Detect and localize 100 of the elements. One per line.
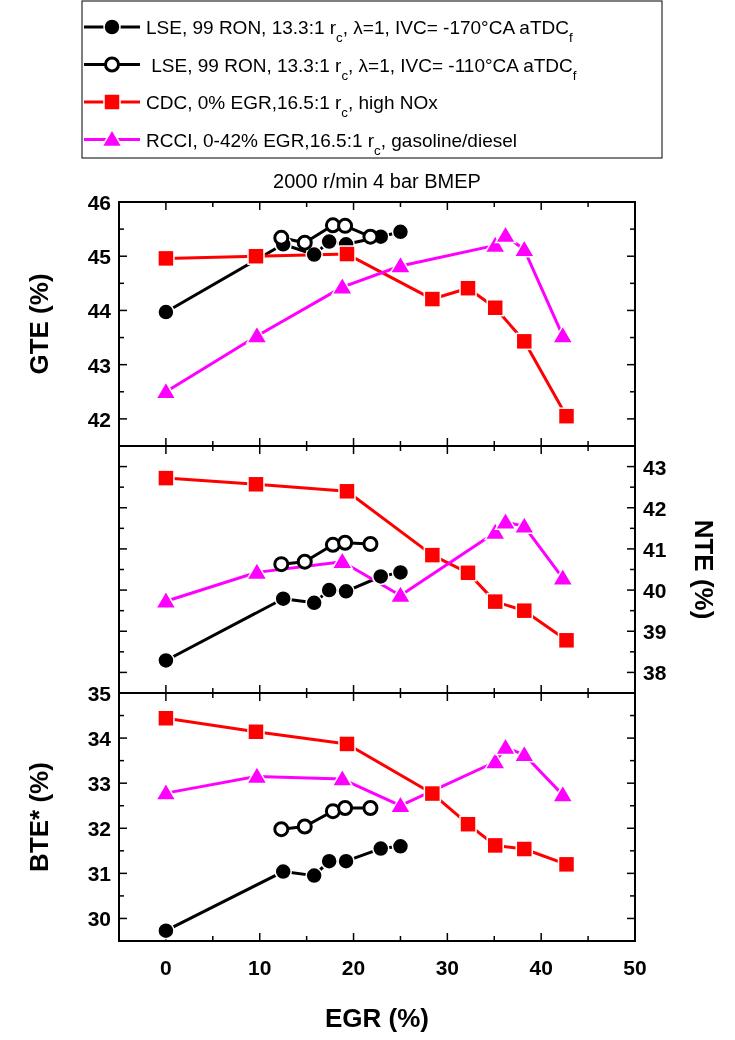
point bbox=[423, 290, 442, 308]
x-tick-label: 40 bbox=[529, 956, 553, 979]
point bbox=[494, 736, 517, 756]
point bbox=[337, 534, 354, 551]
point bbox=[362, 535, 379, 552]
point bbox=[305, 245, 323, 264]
point bbox=[391, 223, 410, 241]
point bbox=[391, 837, 410, 856]
point bbox=[247, 475, 265, 494]
y-tick-label: 34 bbox=[87, 727, 112, 751]
point bbox=[557, 855, 576, 874]
point bbox=[362, 228, 379, 245]
point bbox=[515, 601, 534, 620]
x-tick-label: 10 bbox=[248, 956, 272, 979]
legend-label: RCCI, 0-42% EGR,16.5:1 r$_{c}$, gasoline/diesel bbox=[146, 129, 518, 157]
y2-tick-label: 41 bbox=[643, 537, 667, 561]
y2-tick-label: 43 bbox=[643, 455, 667, 479]
x-tick-label: 0 bbox=[160, 956, 172, 979]
point bbox=[274, 862, 292, 881]
point bbox=[389, 255, 412, 274]
point bbox=[552, 567, 574, 586]
point bbox=[320, 581, 338, 599]
chart-title: 2000 r/min 4 bar BMEP bbox=[273, 170, 481, 192]
point bbox=[372, 567, 390, 586]
x-axis-title: EGR (%) bbox=[325, 1003, 429, 1033]
point bbox=[324, 803, 341, 820]
point bbox=[459, 815, 477, 833]
y-tick-label: 35 bbox=[87, 682, 112, 705]
point bbox=[155, 590, 177, 609]
point bbox=[273, 229, 290, 246]
legend-label: LSE, 99 RON, 13.3:1 r$_{c}$, λ=1, IVC= -170°CA aTDC$_{f}$ bbox=[146, 17, 573, 45]
point bbox=[484, 751, 506, 770]
point bbox=[337, 799, 354, 816]
point bbox=[274, 589, 292, 608]
point bbox=[552, 325, 574, 344]
point bbox=[296, 553, 313, 570]
point bbox=[486, 836, 504, 855]
point bbox=[362, 799, 379, 816]
point bbox=[155, 381, 177, 400]
point bbox=[247, 247, 265, 265]
point bbox=[484, 234, 506, 254]
y-tick-label: 31 bbox=[87, 862, 112, 886]
point bbox=[494, 511, 517, 530]
x-tick-label: 30 bbox=[435, 956, 460, 979]
point bbox=[459, 279, 477, 297]
point bbox=[246, 561, 268, 581]
y2-tick-label: 40 bbox=[643, 579, 667, 603]
point bbox=[246, 765, 268, 785]
point bbox=[423, 546, 442, 564]
point bbox=[296, 818, 313, 835]
point bbox=[157, 709, 175, 727]
point bbox=[157, 303, 175, 321]
point bbox=[331, 276, 354, 295]
point bbox=[305, 866, 323, 885]
point bbox=[273, 556, 290, 573]
y2-tick-label: 38 bbox=[643, 661, 667, 685]
point bbox=[515, 840, 534, 858]
point bbox=[338, 735, 356, 753]
point bbox=[557, 631, 576, 650]
point bbox=[157, 469, 175, 487]
point bbox=[494, 224, 517, 244]
point bbox=[320, 232, 338, 251]
y-tick-label: 42 bbox=[87, 407, 111, 431]
point bbox=[486, 592, 504, 611]
point bbox=[157, 921, 175, 940]
point bbox=[296, 234, 313, 251]
point bbox=[513, 238, 536, 258]
point bbox=[338, 482, 356, 501]
point bbox=[486, 298, 504, 317]
y-tick-label: 43 bbox=[87, 353, 111, 377]
point bbox=[552, 784, 574, 803]
legend-label: LSE, 99 RON, 13.3:1 r$_{c}$, λ=1, IVC= -110°CA aTDC$_{f}$ bbox=[146, 54, 577, 82]
point bbox=[389, 794, 412, 814]
point bbox=[459, 564, 477, 582]
point bbox=[331, 768, 354, 787]
point bbox=[391, 563, 410, 582]
x-tick-label: 20 bbox=[341, 956, 366, 979]
point bbox=[155, 782, 177, 801]
point bbox=[246, 325, 268, 344]
point bbox=[513, 744, 536, 763]
point bbox=[389, 584, 412, 604]
point bbox=[331, 550, 354, 570]
point bbox=[515, 332, 534, 351]
point bbox=[337, 217, 354, 234]
y2-axis-title: NTE (%) bbox=[689, 519, 719, 620]
y-axis-title: BTE* (%) bbox=[24, 762, 54, 872]
point bbox=[157, 249, 175, 268]
legend-label: CDC, 0% EGR,16.5:1 r$_{c}$, high NOx bbox=[146, 92, 439, 120]
y-tick-label: 44 bbox=[87, 299, 112, 323]
point bbox=[157, 651, 175, 670]
point bbox=[337, 852, 355, 870]
y-axis-title: GTE (%) bbox=[24, 273, 54, 375]
y-tick-label: 30 bbox=[87, 907, 111, 931]
point bbox=[320, 852, 338, 870]
point bbox=[338, 245, 356, 263]
y-tick-label: 33 bbox=[87, 772, 111, 796]
point bbox=[423, 784, 442, 803]
point bbox=[247, 723, 265, 741]
y2-tick-label: 39 bbox=[643, 620, 667, 644]
y-tick-label: 32 bbox=[87, 817, 111, 841]
